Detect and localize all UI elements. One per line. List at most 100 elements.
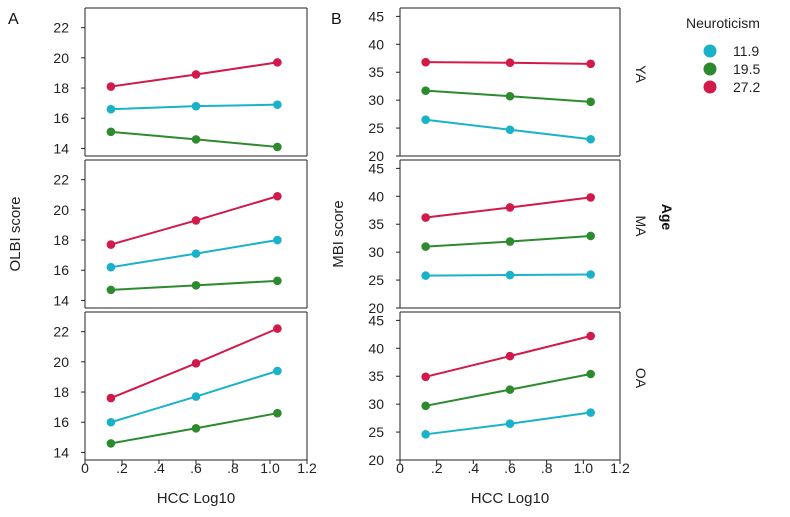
x-axis-label-a: HCC Log10	[157, 490, 235, 507]
y-tick-label-a-ya-14: 14	[53, 140, 69, 156]
data-point-a-oa-19-5-2	[273, 408, 282, 418]
data-point-a-ya-19-5-0	[106, 127, 116, 137]
data-point-b-ya-11-9-0	[421, 115, 430, 124]
y-tick-label-b-oa-25: 25	[368, 424, 384, 440]
data-point-b-ma-27-2-0	[421, 213, 430, 222]
data-point-a-ya-19-5-2	[273, 142, 282, 152]
y-tick-label-b-oa-20: 20	[368, 452, 384, 468]
data-point-a-oa-11-9-0	[106, 417, 116, 427]
data-point-b-ma-27-2-1	[505, 203, 515, 212]
data-point-a-ya-27-2-0	[106, 82, 116, 91]
y-tick-label-b-ma-35: 35	[368, 216, 384, 232]
data-point-a-oa-27-2-1	[191, 359, 201, 368]
x-tick-label-b-1p0: 1.0	[574, 460, 594, 476]
y-tick-label-a-ma-18: 18	[53, 232, 69, 248]
x-tick-label-b-p4: .4	[467, 460, 479, 476]
y-tick-label-b-ya-30: 30	[368, 92, 384, 108]
data-point-a-ma-11-9-0	[106, 262, 116, 272]
y-tick-label-b-oa-45: 45	[368, 312, 384, 328]
legend-marker-27-2	[703, 80, 717, 94]
panel-letter-a: A	[8, 11, 19, 28]
y-tick-label-b-ma-20: 20	[368, 300, 384, 316]
x-tick-label-b-p6: .6	[504, 460, 516, 476]
data-point-a-ma-27-2-1	[191, 216, 201, 225]
data-point-b-ya-27-2-2	[586, 59, 595, 69]
data-point-a-ya-11-9-2	[273, 100, 282, 109]
y-tick-label-b-ya-45: 45	[368, 8, 384, 24]
data-point-b-oa-27-2-1	[505, 351, 515, 361]
data-point-a-ya-11-9-1	[191, 101, 201, 111]
data-point-a-ya-11-9-0	[106, 104, 116, 114]
y-tick-label-a-oa-22: 22	[53, 324, 69, 340]
facet-label-age: Age	[659, 204, 675, 231]
data-point-b-ma-11-9-2	[586, 270, 595, 279]
y-tick-label-a-ma-22: 22	[53, 172, 69, 188]
x-axis-label-b: HCC Log10	[471, 490, 549, 507]
x-tick-label-a-1p0: 1.0	[260, 460, 280, 476]
data-point-b-ya-19-5-1	[505, 91, 515, 101]
x-tick-label-a-p2: .2	[116, 460, 128, 476]
y-tick-label-b-ya-25: 25	[368, 120, 384, 136]
data-point-b-ya-11-9-1	[505, 125, 515, 135]
data-point-a-oa-19-5-0	[106, 439, 116, 448]
data-point-a-ma-11-9-2	[273, 235, 282, 245]
data-point-a-ya-19-5-1	[191, 135, 201, 144]
data-point-a-ma-27-2-2	[273, 191, 282, 201]
row-label-oa: OA	[633, 368, 649, 389]
x-tick-label-b-p8: .8	[541, 460, 553, 476]
panel-letter-b: B	[331, 11, 342, 28]
data-point-a-ma-11-9-1	[191, 249, 201, 258]
y-tick-label-a-oa-14: 14	[53, 444, 69, 460]
data-point-a-oa-11-9-1	[191, 392, 201, 401]
row-label-ma: MA	[633, 216, 649, 238]
data-point-a-ya-27-2-1	[191, 70, 201, 79]
data-point-b-oa-27-2-2	[586, 331, 595, 341]
y-tick-label-b-oa-40: 40	[368, 340, 384, 356]
y-tick-label-b-ya-20: 20	[368, 148, 384, 164]
data-point-b-ya-27-2-1	[505, 58, 515, 68]
x-tick-label-b-1p2: 1.2	[610, 460, 630, 476]
data-point-b-oa-11-9-0	[421, 430, 430, 439]
data-point-a-ma-19-5-2	[273, 276, 282, 286]
x-tick-label-b-0: 0	[396, 460, 404, 476]
data-point-a-oa-27-2-0	[106, 393, 116, 403]
legend-marker-19-5	[703, 62, 717, 76]
y-tick-label-a-ma-16: 16	[53, 262, 69, 278]
data-point-a-ma-19-5-0	[106, 285, 116, 295]
y-tick-label-b-ma-30: 30	[368, 244, 384, 260]
y-tick-label-a-oa-20: 20	[53, 354, 69, 370]
data-point-a-oa-19-5-1	[191, 423, 201, 433]
data-point-b-oa-11-9-2	[586, 408, 595, 417]
legend-marker-11-9	[703, 44, 717, 58]
data-point-b-ya-27-2-0	[421, 57, 430, 67]
data-point-b-oa-19-5-1	[505, 385, 515, 394]
data-point-b-ma-11-9-0	[421, 271, 430, 280]
data-point-b-oa-27-2-0	[421, 372, 430, 382]
y-tick-label-a-oa-16: 16	[53, 414, 69, 430]
legend-label-11-9: 11.9	[733, 43, 759, 59]
y-tick-label-a-ya-20: 20	[53, 50, 69, 66]
x-tick-label-a-1p2: 1.2	[297, 460, 317, 476]
y-axis-label-b: MBI score	[330, 200, 347, 268]
data-point-b-ma-19-5-1	[505, 237, 515, 246]
y-tick-label-b-ma-45: 45	[368, 160, 384, 176]
legend-title: Neuroticism	[686, 15, 760, 31]
y-tick-label-b-ma-40: 40	[368, 188, 384, 204]
data-point-a-ma-27-2-0	[106, 240, 116, 249]
data-point-b-ya-19-5-0	[421, 86, 430, 95]
data-point-a-ya-27-2-2	[273, 58, 282, 67]
y-tick-label-b-oa-35: 35	[368, 368, 384, 384]
data-point-b-oa-11-9-1	[505, 419, 515, 428]
y-tick-label-a-oa-18: 18	[53, 384, 69, 400]
x-tick-label-a-p4: .4	[153, 460, 165, 476]
data-point-b-ma-27-2-2	[586, 193, 595, 202]
data-point-b-ma-19-5-0	[421, 242, 430, 251]
x-tick-label-a-p6: .6	[190, 460, 202, 476]
row-label-ya: YA	[633, 65, 649, 83]
x-tick-label-a-p8: .8	[227, 460, 239, 476]
data-point-a-oa-11-9-2	[273, 366, 282, 376]
data-point-b-ma-19-5-2	[586, 231, 595, 241]
y-tick-label-b-ya-40: 40	[368, 36, 384, 52]
